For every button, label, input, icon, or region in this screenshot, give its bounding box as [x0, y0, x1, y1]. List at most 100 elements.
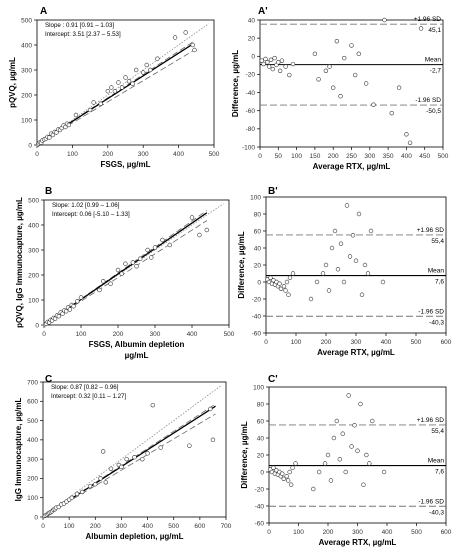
panel-label: B'	[268, 186, 278, 197]
x-axis-label: Average RTX, µg/mL	[319, 538, 397, 547]
data-point	[367, 461, 372, 466]
x-tick-label: 400	[173, 151, 184, 158]
data-point	[158, 445, 163, 450]
data-point	[349, 43, 354, 48]
data-point	[268, 57, 274, 62]
panel-label: C'	[268, 374, 278, 385]
x-tick-label: 100	[291, 339, 302, 346]
data-point	[152, 245, 158, 250]
data-point	[362, 262, 368, 268]
y-tick-label: 0	[35, 322, 39, 329]
data-point	[320, 271, 326, 276]
upper-limit-value: 45,1	[428, 27, 441, 34]
data-point	[331, 435, 337, 441]
x-tick-label: 0	[41, 523, 45, 530]
ci-upper-line	[43, 210, 208, 326]
lower-limit-value: -40,3	[429, 509, 444, 516]
data-point	[356, 211, 362, 217]
x-tick-label: 600	[441, 339, 452, 346]
data-point	[287, 275, 293, 280]
data-point	[356, 51, 362, 57]
data-point	[329, 245, 335, 251]
data-point	[332, 228, 338, 234]
x-tick-label: 100	[291, 153, 302, 160]
x-tick-label: 100	[67, 151, 78, 158]
data-point	[69, 495, 74, 500]
data-point	[132, 455, 137, 460]
data-point	[263, 56, 268, 62]
y-tick-label: 700	[27, 379, 38, 386]
x-tick-label: 200	[113, 331, 124, 338]
data-point	[283, 288, 288, 293]
y-tick-label: -20	[246, 72, 256, 79]
data-point	[271, 465, 276, 470]
y-tick-label: -40	[246, 90, 256, 97]
ci-upper-line	[42, 403, 216, 518]
data-point	[280, 471, 285, 476]
y-tick-label: 80	[254, 211, 262, 218]
x-tick-label: 500	[411, 529, 422, 536]
fit-annotation: Slope: 0.87 [0.82 – 0.96]	[51, 384, 119, 391]
data-point	[119, 271, 124, 276]
y-tick-label: 20	[254, 262, 262, 269]
y-tick-label: 500	[21, 17, 32, 24]
data-point	[261, 61, 266, 67]
data-point	[355, 448, 360, 453]
x-tick-label: 400	[142, 523, 153, 530]
data-point	[285, 478, 291, 483]
data-point	[290, 271, 296, 276]
y-tick-label: 300	[27, 456, 38, 463]
data-point	[334, 418, 340, 424]
data-point	[396, 85, 402, 90]
data-point	[281, 476, 286, 481]
data-point	[287, 469, 292, 475]
data-point	[337, 457, 342, 462]
data-point	[126, 79, 132, 84]
data-point	[133, 67, 139, 73]
data-point	[335, 267, 341, 272]
y-tick-label: 400	[28, 222, 39, 229]
y-tick-label: -40	[252, 313, 262, 320]
panel-6: C' 0 100 200 300 400 500 600 -60 -40 -20 0 20 40 60 80 1…	[240, 374, 452, 547]
data-point	[334, 38, 340, 44]
data-point	[160, 237, 165, 243]
data-point	[278, 286, 284, 291]
plot-frame	[43, 199, 230, 326]
x-tick-label: 300	[116, 523, 127, 530]
data-point	[144, 62, 149, 68]
data-point	[343, 469, 348, 475]
data-point	[63, 124, 68, 130]
x-tick-label: 400	[401, 153, 412, 160]
data-point	[284, 279, 290, 285]
data-point	[365, 271, 371, 276]
data-point	[331, 85, 336, 90]
data-point	[364, 452, 369, 458]
x-tick-label: 400	[187, 331, 198, 338]
data-point	[340, 431, 345, 436]
data-point	[325, 452, 331, 458]
data-point	[80, 489, 85, 495]
lower-limit-value: -50,5	[426, 108, 441, 115]
y-tick-label: -20	[252, 296, 262, 303]
data-point	[277, 281, 282, 286]
data-point	[381, 469, 387, 475]
data-point	[276, 60, 281, 65]
y-tick-label: 20	[248, 35, 256, 42]
y-tick-label: 0	[257, 279, 261, 286]
y-tick-label: 40	[248, 17, 256, 24]
data-point	[105, 89, 111, 94]
x-tick-label: 100	[293, 529, 304, 536]
y-axis-label: pQVQ, µg/mL	[8, 57, 17, 108]
y-tick-label: 400	[27, 437, 38, 444]
data-point	[268, 275, 273, 280]
data-point	[308, 296, 314, 302]
data-point	[338, 93, 343, 99]
panel-1: A 0 100 200 300 400 500 0 100 200 300 400 500 FSGS, µ…	[8, 6, 220, 169]
data-point	[172, 35, 178, 40]
x-axis-label: Average RTX, µg/mL	[313, 162, 391, 171]
x-tick-label: 500	[209, 151, 220, 158]
data-point	[150, 402, 156, 408]
mean-label: Mean	[425, 57, 442, 64]
x-tick-label: 200	[90, 523, 101, 530]
x-tick-label: 700	[221, 523, 232, 530]
